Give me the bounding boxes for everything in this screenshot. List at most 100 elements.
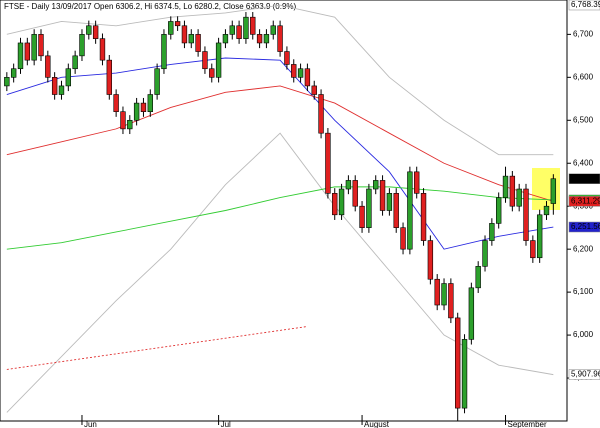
price-label-box [568,221,600,233]
price-label: 6,768.39 [571,0,600,9]
candle-body [407,171,413,250]
y-tick-label: 6,600 [573,72,594,81]
overlay-line [6,4,554,156]
candle-body [400,227,406,250]
candle-body [24,42,31,61]
candle-body [99,38,106,61]
candle-body [51,77,58,95]
x-tick-label: Jun [84,420,97,428]
candle-body [502,175,509,198]
candle-body [250,16,256,35]
plot-frame [0,0,568,422]
candle-body [17,42,24,70]
candle-body [373,180,379,190]
candle-body [495,197,502,224]
candle-body [113,94,119,112]
candle-body [427,240,434,280]
candle-body [441,283,447,306]
candle-body [133,102,140,121]
candle-body [154,68,160,95]
price-label-box [568,196,600,207]
candle-body [188,34,194,44]
candle-body [352,180,358,207]
candle-body [147,94,153,112]
candle-body [168,21,174,35]
candle-body [222,34,229,44]
candle-body [72,55,78,70]
price-label: 5,907.96 [571,370,600,379]
candle-body [543,205,550,216]
candle-body [140,102,147,112]
candle-body [277,25,283,52]
candle-body [523,188,529,241]
y-tick-label: 6,200 [573,244,594,253]
candle-body [434,278,440,306]
candle-body [181,25,188,44]
candle-body [45,55,51,78]
y-tick-label: 6,400 [573,158,594,167]
candle-body [536,214,543,259]
candle-body [92,25,99,39]
candle-body [311,85,317,95]
candle-body [379,180,386,211]
candle-body [550,178,557,204]
price-label: 6,311.29 [571,196,600,205]
candle-body [229,25,235,35]
candle-body [359,205,365,228]
price-label: 6,251.56 [571,222,600,231]
candle-body [332,193,338,216]
candle-body [79,34,85,57]
candle-body [530,240,536,259]
candle-body [461,339,468,409]
candle-body [263,34,270,44]
candle-body [65,68,72,87]
candle-body [161,34,167,70]
overlay-line [6,186,554,250]
x-tick-label: August [364,420,390,428]
candle-body [174,21,181,27]
candle-body [386,193,393,211]
candle-body [516,188,522,207]
candle-body [325,132,331,194]
overlay-line [6,57,554,250]
candle-body [489,223,495,241]
candle-body [284,51,290,65]
candle-body [202,51,208,70]
price-label: 6,363.9 [571,174,598,183]
overlay-line [6,85,554,202]
candle-body [448,283,454,319]
candle-body [10,68,17,78]
candle-body [236,25,242,39]
candle-body [31,34,37,61]
chart-title: FTSE - Daily 13/09/2017 Open 6306.2, Hi … [4,2,297,11]
y-tick-label: 6,000 [573,330,594,339]
candle-body [106,59,112,95]
y-tick-label: 6,500 [573,115,594,124]
candle-body [86,25,92,35]
candle-body [209,68,215,78]
candle-body [243,16,249,39]
x-tick-label: September [508,420,547,428]
candle-body [393,193,399,228]
candle-body [58,85,65,95]
candle-body [270,25,276,35]
candle-body [195,34,201,52]
candle-body [414,171,420,194]
candle-body [297,68,304,78]
candle-body [338,188,345,216]
candle-body [120,111,126,130]
price-label-box [568,173,600,185]
candle-body [345,180,352,190]
candle-body [509,175,516,207]
candle-body [482,240,488,267]
candle-body [468,287,475,340]
candle-body [420,193,427,241]
candle-body [366,188,372,228]
price-label-box [568,369,600,380]
y-tick-label: 6,700 [573,29,594,38]
x-tick-label: Jul [221,420,231,428]
y-tick-label: 6,100 [573,287,594,296]
candle-body [4,77,10,87]
candle-body [455,317,461,409]
